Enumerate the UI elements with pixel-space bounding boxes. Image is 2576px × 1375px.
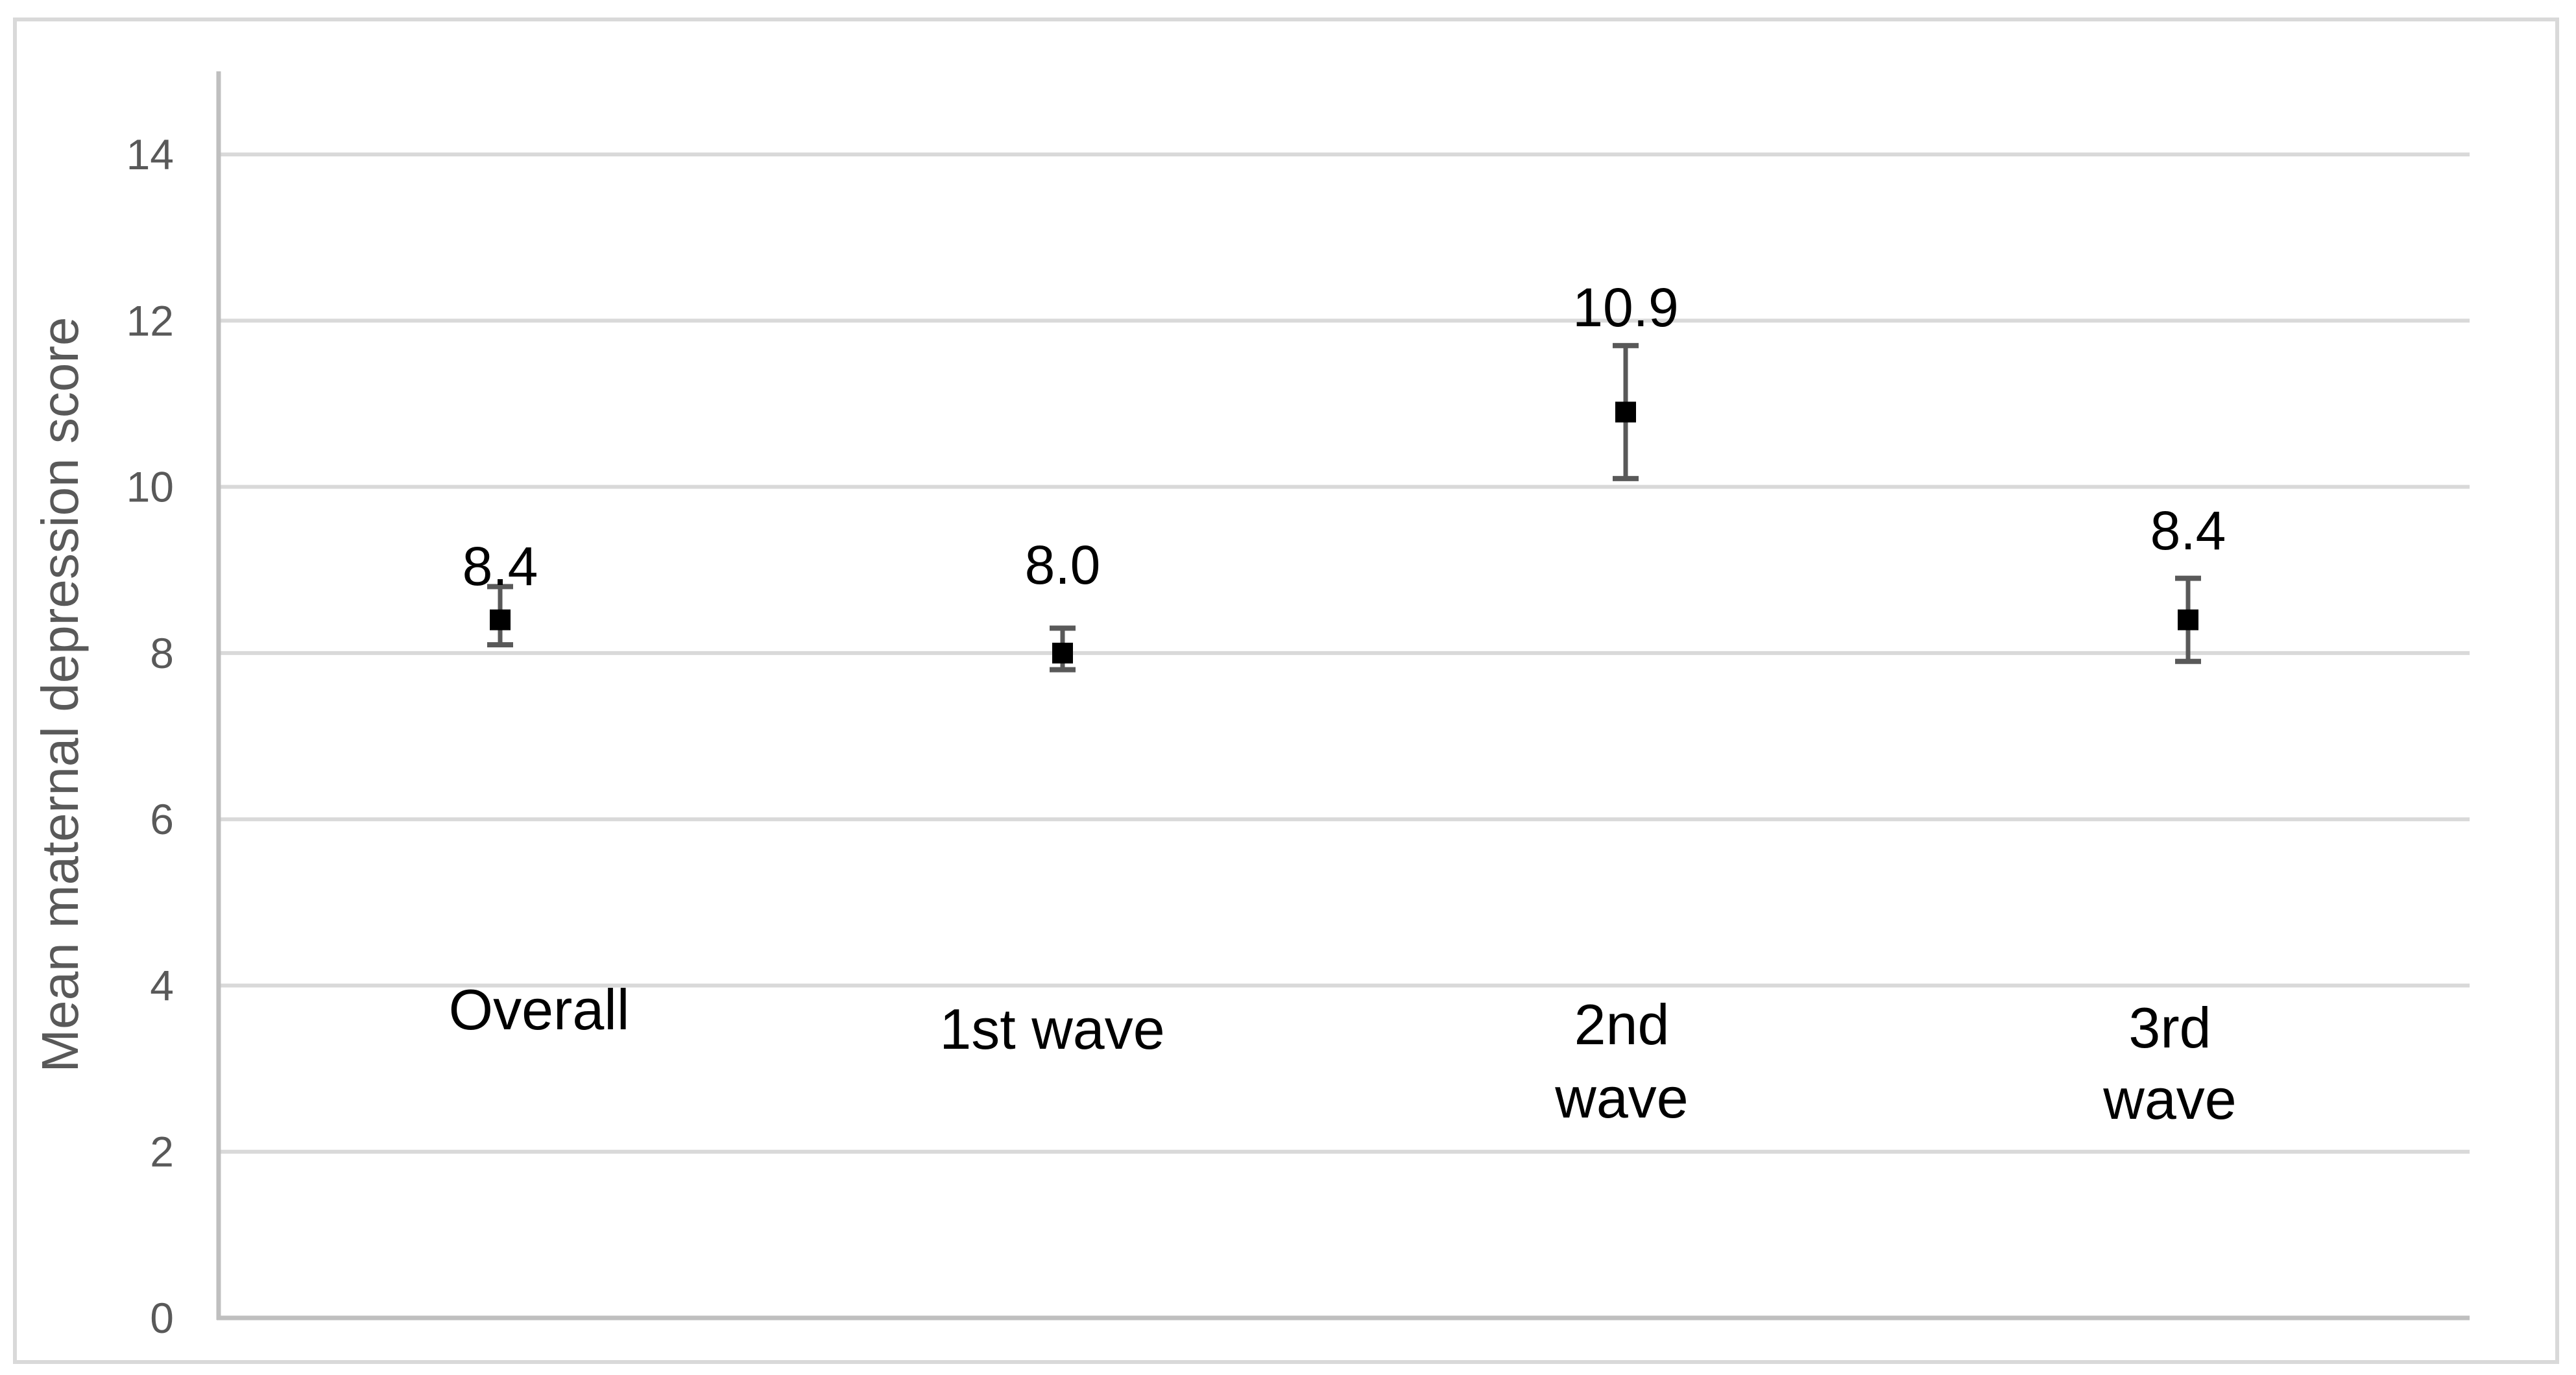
figure-border xyxy=(13,18,2559,1364)
error-bar-cap-bottom xyxy=(2175,658,2201,664)
error-bar-cap-top xyxy=(1613,342,1639,348)
data-labels: 8.4 8.0 10.9 8.4 xyxy=(463,277,2226,597)
error-bar-cap-bottom xyxy=(1613,475,1639,481)
error-bar-cap-bottom xyxy=(1050,667,1076,673)
y-axis-tick-labels: 0 2 4 6 8 10 12 14 xyxy=(126,130,174,1342)
data-label-3: 8.4 xyxy=(2150,500,2226,561)
marker-2 xyxy=(1615,401,1636,423)
error-bar-cap-top xyxy=(2175,575,2201,581)
category-label-3: 3rd wave xyxy=(2102,996,2236,1131)
error-bars xyxy=(487,342,2201,673)
data-label-1: 8.0 xyxy=(1025,534,1101,595)
marker-1 xyxy=(1052,642,1073,664)
y-tick-label-14: 14 xyxy=(126,130,174,178)
data-label-0: 8.4 xyxy=(463,536,538,597)
gridlines xyxy=(219,152,2470,1154)
y-axis-title: Mean maternal depression score xyxy=(31,317,89,1072)
category-label-1: 1st wave xyxy=(939,997,1164,1061)
error-bar-cap-top xyxy=(1050,625,1076,631)
y-tick-label-6: 6 xyxy=(150,795,174,843)
axes xyxy=(216,71,2470,1321)
y-tick-label-8: 8 xyxy=(150,629,174,677)
category-label-0: Overall xyxy=(449,977,630,1042)
category-label-line: 2nd xyxy=(1574,992,1670,1057)
y-tick-label-0: 0 xyxy=(150,1294,174,1342)
error-bar-cap-top xyxy=(487,584,513,590)
data-point-markers xyxy=(490,401,2198,664)
category-label-line: 3rd xyxy=(2128,996,2211,1060)
y-tick-label-12: 12 xyxy=(126,296,174,344)
y-tick-label-10: 10 xyxy=(126,463,174,511)
category-label-2: 2nd wave xyxy=(1554,992,1688,1130)
marker-3 xyxy=(2178,609,2198,630)
y-tick-label-4: 4 xyxy=(150,961,174,1009)
category-label-line: wave xyxy=(1554,1066,1688,1130)
data-label-2: 10.9 xyxy=(1572,277,1679,338)
category-label-line: Overall xyxy=(449,977,630,1042)
category-label-line: 1st wave xyxy=(939,997,1164,1061)
error-bar-cap-bottom xyxy=(487,642,513,648)
category-labels: Overall 1st wave 2nd wave 3rd wave xyxy=(449,977,2237,1131)
y-tick-label-2: 2 xyxy=(150,1128,174,1176)
category-label-line: wave xyxy=(2102,1067,2236,1131)
marker-0 xyxy=(490,609,511,630)
